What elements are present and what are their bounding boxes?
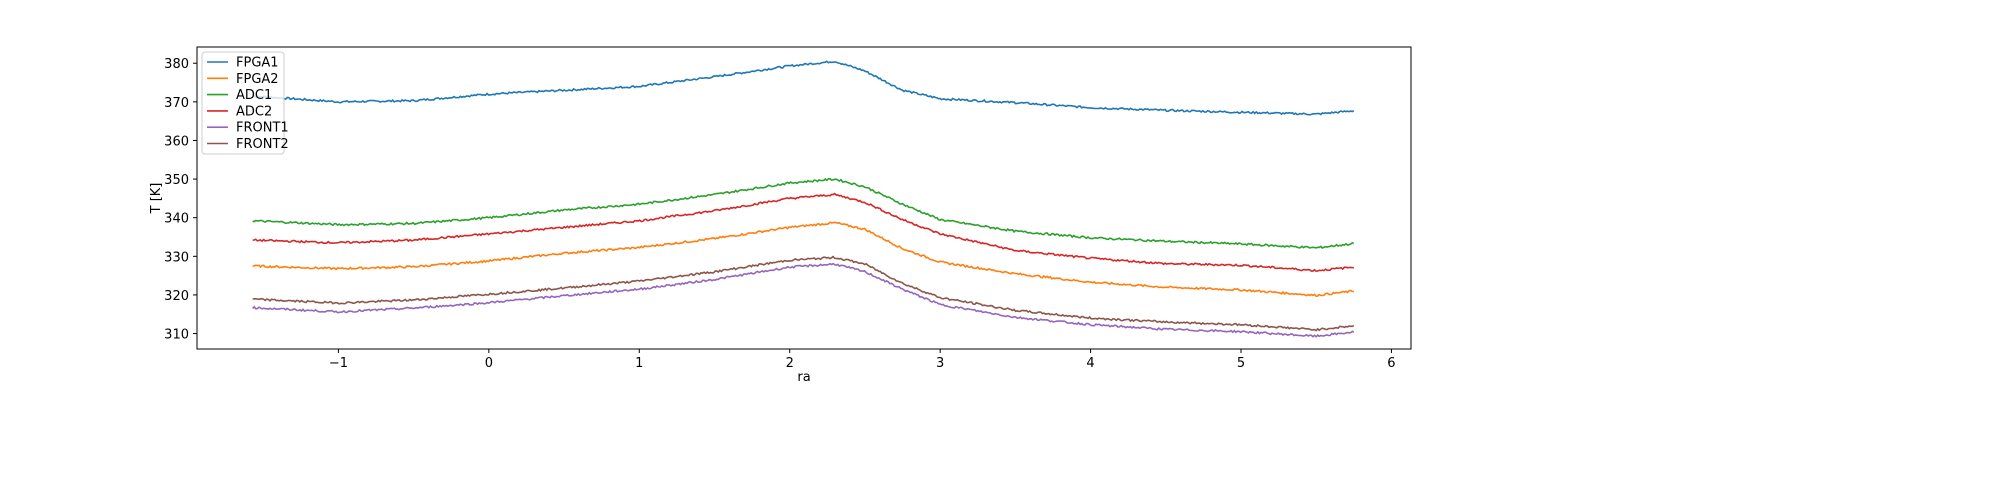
y-tick-label: 320 (164, 289, 189, 304)
x-tick-label: 1 (635, 356, 643, 371)
x-tick-label: 5 (1237, 356, 1245, 371)
y-tick-label: 330 (164, 250, 189, 265)
y-axis-label: T [K] (149, 183, 164, 215)
axes-frame (196, 46, 1412, 350)
y-tick-label: 360 (164, 134, 189, 149)
x-tick-label: 6 (1387, 356, 1395, 371)
series-line-fpga1 (252, 60, 1355, 116)
y-tick-label: 350 (164, 173, 189, 188)
series-line-front1 (252, 262, 1355, 338)
series-line-front2 (252, 255, 1355, 332)
x-tick-label: 4 (1086, 356, 1094, 371)
y-tick-label: 310 (164, 328, 189, 343)
legend-label: FRONT1 (236, 121, 289, 136)
y-axis: 310 320 330 340 350 360 370 380 (164, 57, 197, 343)
series-line-adc1 (252, 177, 1355, 249)
series-line-fpga2 (252, 221, 1354, 298)
x-tick-label: 2 (786, 356, 794, 371)
x-axis-label: ra (797, 370, 810, 385)
y-tick-label: 380 (164, 57, 189, 72)
y-tick-label: 370 (164, 96, 189, 111)
x-tick-label: 0 (485, 356, 493, 371)
x-tick-label: −1 (329, 356, 348, 371)
legend-label: FPGA1 (236, 56, 279, 71)
legend-label: FPGA2 (236, 72, 279, 87)
plot-lines (252, 60, 1355, 338)
y-tick-label: 340 (164, 212, 189, 227)
x-tick-label: 3 (936, 356, 944, 371)
legend-label: ADC1 (236, 88, 272, 103)
legend-label: FRONT2 (236, 137, 289, 152)
series-line-adc2 (252, 192, 1354, 273)
legend-label: ADC2 (236, 104, 272, 119)
x-axis: −1 0 1 2 3 4 5 6 (329, 349, 1396, 371)
